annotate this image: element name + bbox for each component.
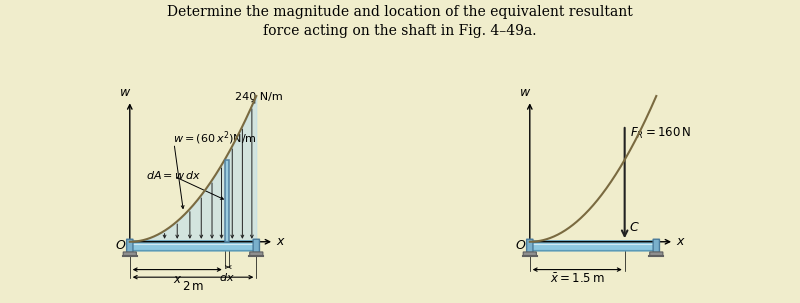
- Text: $dA = w\,dx$: $dA = w\,dx$: [146, 169, 201, 181]
- Text: x: x: [277, 235, 284, 248]
- Text: $\bar{x} = 1.5\,\mathrm{m}$: $\bar{x} = 1.5\,\mathrm{m}$: [550, 273, 605, 286]
- Text: w: w: [520, 86, 530, 99]
- Text: x: x: [677, 235, 684, 248]
- FancyBboxPatch shape: [253, 239, 259, 252]
- Text: $F_R = 160\,\mathrm{N}$: $F_R = 160\,\mathrm{N}$: [630, 126, 691, 142]
- FancyBboxPatch shape: [529, 241, 657, 251]
- Text: $dx$: $dx$: [219, 271, 234, 283]
- Text: $C$: $C$: [629, 221, 640, 234]
- Text: $2\,\mathrm{m}$: $2\,\mathrm{m}$: [182, 280, 204, 293]
- Bar: [225, 160, 229, 242]
- Text: $w = (60\,x^2)\mathrm{N/m}$: $w = (60\,x^2)\mathrm{N/m}$: [173, 130, 257, 147]
- Text: O: O: [515, 239, 526, 252]
- Text: 240 N/m: 240 N/m: [235, 92, 283, 102]
- Text: Determine the magnitude and location of the equivalent resultant
force acting on: Determine the magnitude and location of …: [167, 5, 633, 38]
- FancyBboxPatch shape: [129, 241, 257, 251]
- Text: O: O: [115, 239, 126, 252]
- FancyBboxPatch shape: [523, 252, 536, 256]
- FancyBboxPatch shape: [123, 252, 136, 256]
- FancyBboxPatch shape: [653, 239, 659, 252]
- FancyBboxPatch shape: [126, 239, 133, 252]
- FancyBboxPatch shape: [250, 252, 263, 256]
- Text: w: w: [120, 86, 130, 99]
- FancyBboxPatch shape: [650, 252, 663, 256]
- FancyBboxPatch shape: [526, 239, 533, 252]
- Text: $x$: $x$: [173, 273, 182, 286]
